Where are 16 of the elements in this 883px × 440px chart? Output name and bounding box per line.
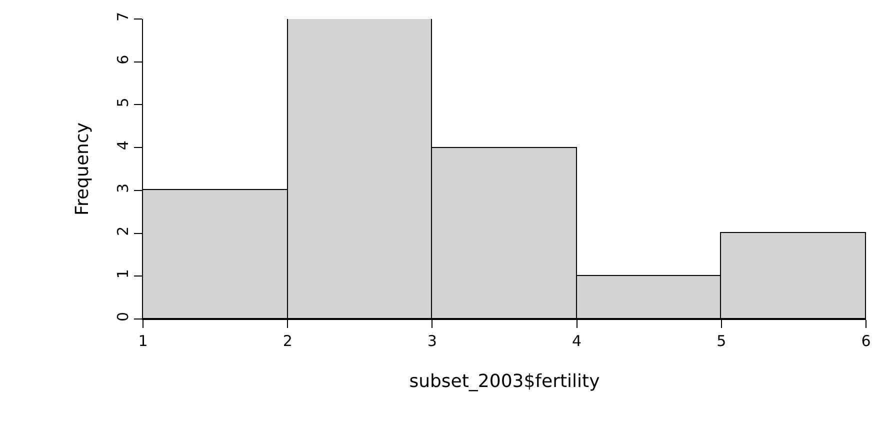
x-tick-label: 6 <box>861 332 871 350</box>
y-tick-label: 6 <box>114 54 132 64</box>
y-tick-label: 2 <box>114 226 132 236</box>
y-tick-label: 3 <box>114 183 132 193</box>
x-tick-label: 4 <box>572 332 582 350</box>
x-axis-title: subset_2003$fertility <box>409 371 600 392</box>
y-axis-title: Frequency <box>72 122 94 216</box>
y-tick-label: 5 <box>114 98 132 108</box>
y-tick-label: 4 <box>114 140 132 150</box>
y-tick-label: 1 <box>114 269 132 279</box>
y-tick-label: 7 <box>114 12 132 22</box>
x-tick-label: 3 <box>427 332 437 350</box>
x-tick-label: 5 <box>716 332 726 350</box>
x-tick-label: 1 <box>138 332 148 350</box>
y-tick-label: 0 <box>114 312 132 322</box>
x-tick-label: 2 <box>282 332 292 350</box>
